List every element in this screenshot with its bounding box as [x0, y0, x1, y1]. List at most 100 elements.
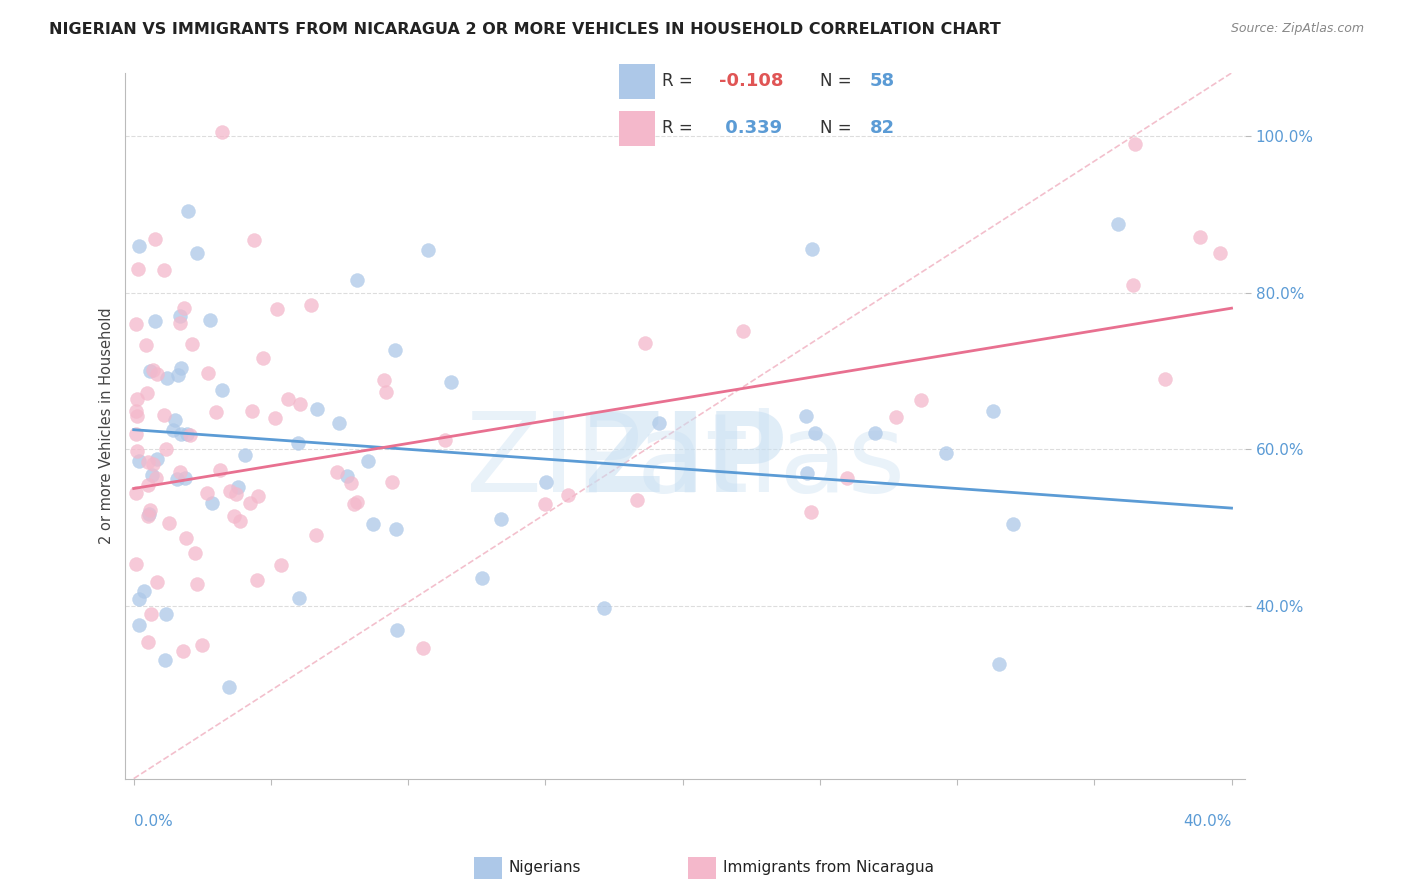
Point	[155, 442, 177, 457]
Point	[1107, 217, 1129, 231]
Point	[1209, 246, 1232, 260]
Point	[138, 503, 160, 517]
Point	[886, 409, 908, 424]
Text: N =: N =	[820, 72, 856, 90]
Point	[373, 373, 395, 387]
Point	[239, 496, 262, 510]
FancyBboxPatch shape	[619, 64, 655, 99]
Text: 82: 82	[870, 120, 894, 137]
Point	[166, 472, 188, 486]
Point	[536, 475, 558, 489]
Point	[169, 309, 191, 323]
Text: -0.108: -0.108	[720, 72, 783, 90]
Point	[342, 497, 364, 511]
Point	[135, 338, 157, 352]
Point	[803, 425, 825, 440]
Point	[170, 426, 193, 441]
Point	[801, 242, 824, 256]
Point	[357, 454, 380, 468]
Point	[218, 680, 240, 694]
Point	[1122, 277, 1144, 292]
Point	[125, 409, 148, 423]
Point	[287, 591, 309, 605]
Point	[935, 446, 957, 460]
Point	[1188, 229, 1211, 244]
Point	[346, 273, 368, 287]
Point	[127, 392, 149, 407]
Point	[340, 476, 363, 491]
Point	[246, 573, 269, 587]
Point	[796, 466, 818, 480]
Point	[173, 471, 195, 485]
Point	[143, 232, 166, 246]
Point	[184, 546, 207, 560]
Point	[412, 640, 434, 655]
Point	[226, 480, 249, 494]
Point	[128, 239, 150, 253]
Point	[125, 426, 148, 441]
Point	[1153, 372, 1175, 386]
Point	[201, 496, 224, 510]
Point	[157, 516, 180, 530]
Point	[177, 204, 200, 219]
Point	[626, 492, 648, 507]
Point	[167, 368, 190, 382]
Point	[835, 471, 858, 485]
Point	[197, 366, 219, 380]
Point	[169, 316, 191, 330]
Text: 40.0%: 40.0%	[1184, 814, 1232, 829]
Point	[252, 351, 274, 365]
Point	[225, 487, 247, 501]
Text: ZIP: ZIP	[583, 408, 787, 515]
Point	[634, 336, 657, 351]
Point	[381, 475, 404, 490]
Point	[138, 507, 160, 521]
Point	[125, 317, 148, 331]
Point	[136, 386, 159, 401]
Point	[270, 558, 292, 572]
Point	[384, 343, 406, 357]
Point	[416, 243, 439, 257]
Text: Immigrants from Nicaragua: Immigrants from Nicaragua	[723, 860, 934, 874]
Point	[592, 600, 614, 615]
Point	[433, 433, 456, 447]
Point	[235, 448, 257, 462]
Point	[277, 392, 299, 407]
FancyBboxPatch shape	[474, 856, 502, 880]
Point	[361, 516, 384, 531]
Point	[865, 426, 887, 441]
Point	[440, 375, 463, 389]
Point	[263, 411, 285, 425]
Point	[139, 364, 162, 378]
Point	[346, 495, 368, 509]
Point	[128, 617, 150, 632]
Point	[305, 528, 328, 542]
Text: R =: R =	[662, 120, 697, 137]
Point	[125, 486, 148, 500]
Point	[246, 488, 269, 502]
Point	[211, 125, 233, 139]
Point	[471, 571, 494, 585]
Point	[146, 452, 169, 467]
Text: 0.339: 0.339	[720, 120, 782, 137]
Point	[132, 584, 155, 599]
Point	[374, 385, 396, 400]
Point	[218, 483, 240, 498]
Point	[242, 233, 264, 247]
Point	[170, 360, 193, 375]
Point	[128, 453, 150, 467]
Point	[800, 504, 823, 518]
Text: NIGERIAN VS IMMIGRANTS FROM NICARAGUA 2 OR MORE VEHICLES IN HOUSEHOLD CORRELATIO: NIGERIAN VS IMMIGRANTS FROM NICARAGUA 2 …	[49, 22, 1001, 37]
Text: ZIPatlas: ZIPatlas	[465, 408, 905, 515]
Point	[489, 512, 512, 526]
Point	[266, 302, 288, 317]
Point	[910, 393, 932, 408]
Point	[128, 592, 150, 607]
Point	[179, 428, 201, 442]
Point	[125, 444, 148, 458]
Point	[173, 301, 195, 316]
Point	[163, 413, 186, 427]
Point	[328, 416, 350, 430]
Point	[534, 497, 557, 511]
Text: N =: N =	[820, 120, 856, 137]
